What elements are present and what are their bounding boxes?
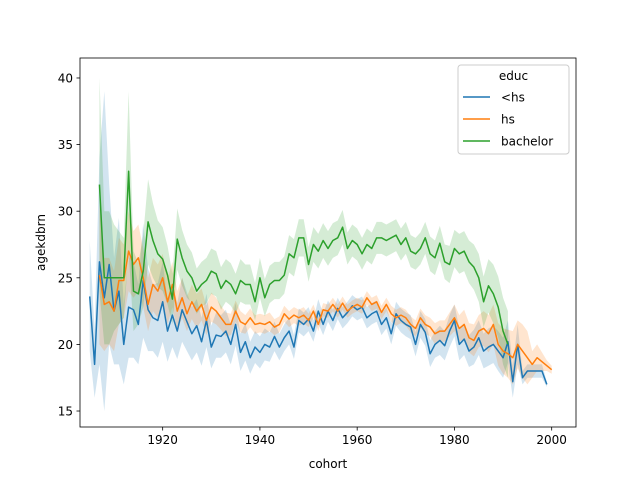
plot-frame bbox=[79, 57, 577, 428]
x-tick-label: 1940 bbox=[245, 433, 276, 447]
plot-area bbox=[88, 77, 553, 412]
y-axis-label: agekdbrn bbox=[34, 214, 48, 271]
y-tick-label: 20 bbox=[58, 338, 73, 352]
series-line-bachelor bbox=[98, 170, 509, 345]
legend-label: hs bbox=[501, 113, 515, 127]
x-tick-label: 2000 bbox=[536, 433, 567, 447]
x-axis-ticks: 1920 1940 1960 1980 2000 bbox=[147, 427, 567, 447]
series-line-hs bbox=[98, 250, 553, 371]
x-tick-label: 1920 bbox=[147, 433, 178, 447]
y-tick-label: 35 bbox=[58, 138, 73, 152]
legend-box bbox=[457, 64, 570, 155]
x-tick-label: 1980 bbox=[439, 433, 470, 447]
y-tick-label: 40 bbox=[58, 71, 73, 85]
legend-label: <hs bbox=[501, 91, 525, 105]
ci-band-bachelor bbox=[99, 77, 508, 378]
x-axis-label: cohort bbox=[309, 457, 348, 471]
y-tick-label: 25 bbox=[58, 271, 73, 285]
series-line-hs bbox=[88, 261, 548, 385]
legend: educ <hs hs bachelor bbox=[457, 64, 570, 155]
y-tick-label: 30 bbox=[58, 205, 73, 219]
y-axis-ticks: 15 20 25 30 35 40 bbox=[58, 71, 80, 419]
y-tick-label: 15 bbox=[58, 405, 73, 419]
legend-title: educ bbox=[499, 69, 528, 83]
legend-items: <hs hs bachelor bbox=[463, 91, 553, 149]
x-tick-label: 1960 bbox=[342, 433, 373, 447]
axes: 1920 1940 1960 1980 2000 15 20 25 30 35 40 cohort… bbox=[34, 57, 577, 471]
legend-label: bachelor bbox=[501, 135, 553, 149]
ci-band-hs bbox=[99, 204, 552, 385]
